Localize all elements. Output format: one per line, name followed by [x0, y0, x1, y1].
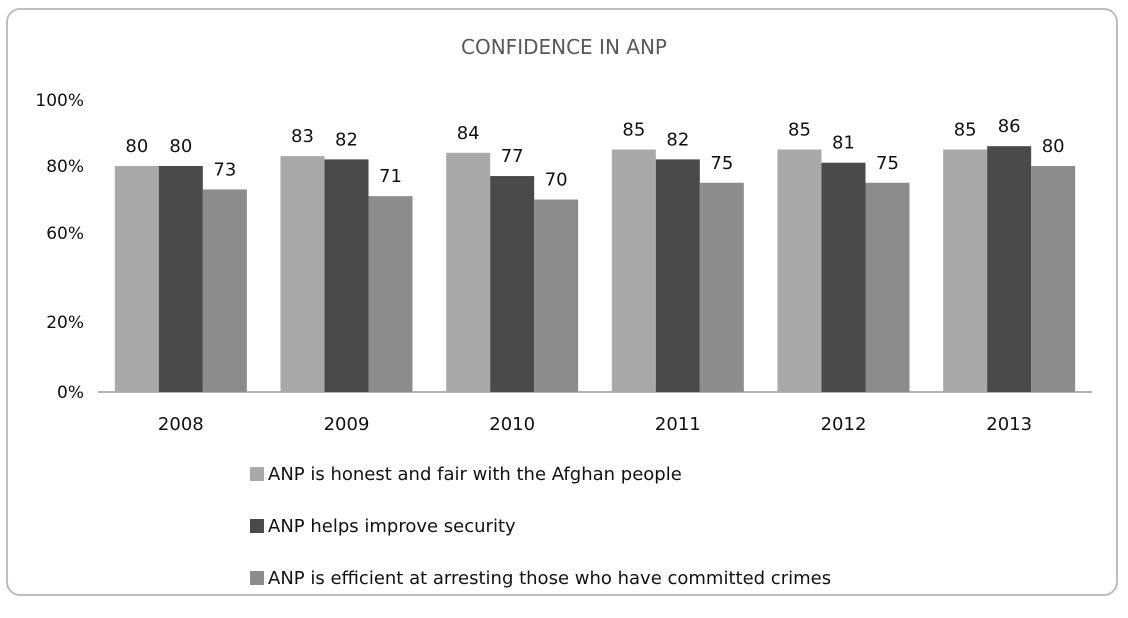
bar: [114, 166, 159, 392]
legend-item-security: ANP helps improve security: [250, 514, 831, 538]
x-tick-label: 2008: [158, 414, 204, 435]
bar: [1031, 166, 1076, 392]
data-label: 83: [291, 126, 314, 147]
legend-label-arresting: ANP is efficient at arresting those who …: [268, 567, 832, 589]
data-label: 77: [501, 146, 524, 167]
bar: [280, 156, 325, 392]
y-tick-label: 20%: [46, 313, 84, 333]
data-label: 73: [213, 159, 236, 180]
bar: [202, 189, 247, 392]
data-labels-layer: 80 80 73 83 82 71 84 77 70 85 82 75 85 81 75 85 86 80: [125, 116, 1064, 190]
data-label: 71: [379, 166, 402, 187]
data-label: 82: [666, 129, 689, 150]
legend: ANP is honest and fair with the Afghan p…: [250, 462, 831, 618]
bar: [865, 182, 910, 392]
bar: [821, 162, 866, 392]
y-tick-label: 80%: [46, 157, 84, 177]
legend-label-security: ANP helps improve security: [268, 515, 516, 537]
legend-swatch-honest: [250, 467, 264, 481]
bar: [490, 176, 535, 392]
x-tick-label: 2009: [324, 414, 370, 435]
bar: [534, 199, 579, 392]
x-tick-label: 2013: [986, 414, 1032, 435]
data-label: 86: [998, 116, 1021, 137]
bar: [987, 146, 1032, 392]
legend-label-honest: ANP is honest and fair with the Afghan p…: [268, 463, 682, 485]
axis-layer: 100% 80% 60% 20% 0% 2008 2009 2010 2011 2012 2013: [35, 91, 1092, 435]
x-tick-label: 2010: [489, 414, 535, 435]
bar: [655, 159, 700, 392]
bar: [699, 182, 744, 392]
data-label: 75: [710, 153, 733, 174]
data-label: 82: [335, 129, 358, 150]
y-tick-label: 60%: [46, 224, 84, 244]
chart-title: CONFIDENCE IN ANP: [461, 35, 667, 59]
data-label: 85: [788, 120, 811, 141]
legend-item-arresting: ANP is efficient at arresting those who …: [250, 566, 831, 590]
data-label: 80: [1042, 136, 1065, 157]
legend-item-honest: ANP is honest and fair with the Afghan p…: [250, 462, 831, 486]
bar: [611, 149, 656, 392]
data-label: 75: [876, 153, 899, 174]
bar: [777, 149, 822, 392]
bars-layer: [114, 146, 1076, 392]
x-tick-label: 2011: [655, 414, 701, 435]
data-label: 84: [457, 123, 480, 144]
data-label: 81: [832, 133, 855, 154]
x-tick-label: 2012: [821, 414, 867, 435]
data-label: 80: [125, 136, 148, 157]
bar: [446, 152, 491, 392]
bar: [368, 196, 413, 392]
bar: [158, 166, 203, 392]
bar: [324, 159, 369, 392]
bar-chart: CONFIDENCE IN ANP 100% 80% 60% 20% 0% 2008 200…: [35, 35, 1092, 435]
data-label: 85: [954, 120, 977, 141]
y-tick-label: 100%: [35, 91, 84, 111]
legend-swatch-security: [250, 519, 264, 533]
data-label: 70: [545, 170, 568, 191]
bar: [943, 149, 988, 392]
data-label: 80: [169, 136, 192, 157]
legend-swatch-arresting: [250, 571, 264, 585]
y-tick-label: 0%: [57, 383, 84, 403]
data-label: 85: [622, 120, 645, 141]
